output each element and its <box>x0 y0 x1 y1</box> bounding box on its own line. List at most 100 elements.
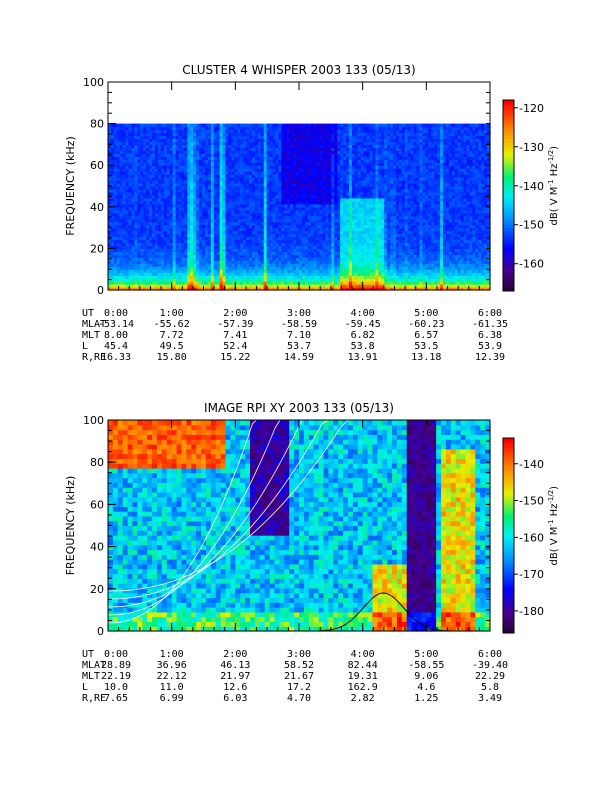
colorbar-segment <box>503 100 514 104</box>
ephemeris-value: -55.62 <box>154 319 190 330</box>
ephemeris-value: 11.0 <box>160 682 184 693</box>
colorbar-segment <box>503 551 514 556</box>
ephemeris-value: 14.59 <box>284 352 314 363</box>
ephemeris-value: 4.6 <box>417 682 435 693</box>
colorbar-segment <box>503 447 514 452</box>
colorbar-segment <box>503 182 514 187</box>
ephemeris-value: 5.8 <box>481 682 499 693</box>
colorbar-segment <box>503 198 514 203</box>
colorbar-segment <box>503 246 514 251</box>
colorbar-segment <box>503 535 514 540</box>
ephemeris-value: 3.49 <box>478 693 502 704</box>
ephemeris-value: 8.00 <box>104 330 128 341</box>
colorbar-segment <box>503 587 514 592</box>
ephemeris-value: -58.55 <box>408 660 444 671</box>
colorbar-segment <box>503 166 514 171</box>
y-tick-label: 100 <box>83 414 104 427</box>
colorbar-segment <box>503 205 514 209</box>
colorbar-segment <box>503 545 514 549</box>
ephemeris-row-label: UT <box>82 649 94 660</box>
colorbar-frame <box>502 437 515 634</box>
ephemeris-value: 7.41 <box>223 330 247 341</box>
ephemeris-value: 82.44 <box>348 660 378 671</box>
colorbar-segment <box>503 122 514 126</box>
colorbar-segment <box>503 217 514 222</box>
colorbar-segment <box>503 173 514 177</box>
colorbar-segment <box>503 115 514 120</box>
colorbar-segment <box>503 154 514 158</box>
colorbar-segment <box>503 629 514 634</box>
colorbar-tick-label: -130 <box>519 141 544 154</box>
colorbar-segment <box>503 460 514 465</box>
colorbar-segment <box>503 451 514 455</box>
colorbar-segment <box>503 525 514 530</box>
colorbar-label: dB( V M-1 Hz-1/2) <box>547 486 560 566</box>
ephemeris-value: 13.91 <box>348 352 378 363</box>
colorbar-segment <box>503 610 514 614</box>
colorbar-segment <box>503 160 514 165</box>
colorbar-segment <box>503 486 514 491</box>
spectrogram <box>108 123 491 291</box>
colorbar-segment <box>503 141 514 146</box>
ephemeris-value: 6.03 <box>223 693 247 704</box>
ephemeris-value: 7.10 <box>287 330 311 341</box>
colorbar-segment <box>503 584 514 588</box>
ephemeris-value: 0:00 <box>104 649 128 660</box>
colorbar-segment <box>503 138 514 142</box>
ephemeris-value: -61.35 <box>472 319 508 330</box>
ephemeris-value: 49.5 <box>160 341 184 352</box>
y-tick-label: 80 <box>90 118 104 131</box>
colorbar-segment <box>503 568 514 572</box>
ephemeris-row-label: R,RE <box>82 693 106 704</box>
colorbar-segment <box>503 185 514 190</box>
colorbar-label: dB( V M-1 Hz-1/2) <box>547 146 560 226</box>
colorbar-segment <box>503 590 514 595</box>
x-axis <box>107 420 491 631</box>
colorbar-segment <box>503 287 514 292</box>
ephemeris-value: 1:00 <box>160 649 184 660</box>
colorbar-segment <box>503 236 514 241</box>
colorbar-segment <box>503 103 514 107</box>
y-axis-label: FREQUENCY (kHz) <box>64 136 77 236</box>
colorbar-segment <box>503 548 514 553</box>
colorbar-segment <box>503 506 514 510</box>
ephemeris-value: 19.31 <box>348 671 378 682</box>
colorbar-segment <box>503 268 514 273</box>
colorbar: -120 -130 -140 -150 -160 dB( V M-1 Hz-1/2) <box>502 99 560 292</box>
colorbar-segment <box>503 499 514 504</box>
colorbar-segment <box>503 616 514 621</box>
colorbar-segment <box>503 564 514 569</box>
y-tick-label: 0 <box>97 284 104 297</box>
colorbar-segment <box>503 230 514 235</box>
x-axis <box>107 82 491 290</box>
ephemeris-value: 4.70 <box>287 693 311 704</box>
colorbar-segment <box>503 265 514 270</box>
ephemeris-value: 6.99 <box>160 693 184 704</box>
colorbar-segment <box>503 444 514 449</box>
colorbar-label-part: -1/2 <box>547 490 555 504</box>
ephemeris-value: 0:00 <box>104 308 128 319</box>
colorbar-label-part: -1 <box>547 180 555 187</box>
y-axis-label: FREQUENCY (kHz) <box>64 476 77 576</box>
ephemeris-value: 53.8 <box>351 341 375 352</box>
colorbar-segment <box>503 125 514 130</box>
colorbar-segment <box>503 262 514 267</box>
ephemeris-value: 58.52 <box>284 660 314 671</box>
colorbar-label-part: Hz <box>549 504 560 520</box>
colorbar-segment <box>503 620 514 624</box>
ephemeris-row-label: R,RE <box>82 352 106 363</box>
colorbar-tick-label: -160 <box>519 531 544 544</box>
colorbar-segment <box>503 119 514 123</box>
colorbar-segment <box>503 240 514 244</box>
colorbar-label-part: ) <box>549 486 560 490</box>
colorbar-segment <box>503 581 514 585</box>
ephemeris-value: -58.59 <box>281 319 317 330</box>
y-tick-label: 0 <box>97 625 104 638</box>
colorbar-tick-label: -170 <box>519 568 544 581</box>
ephemeris-value: 6:00 <box>478 649 502 660</box>
ephemeris-row-label: MLAT <box>82 660 106 671</box>
chart-title: IMAGE RPI XY 2003 133 (05/13) <box>204 401 394 415</box>
chart-title: CLUSTER 4 WHISPER 2003 133 (05/13) <box>182 63 415 77</box>
colorbar-segment <box>503 522 514 527</box>
colorbar-segment <box>503 626 514 631</box>
